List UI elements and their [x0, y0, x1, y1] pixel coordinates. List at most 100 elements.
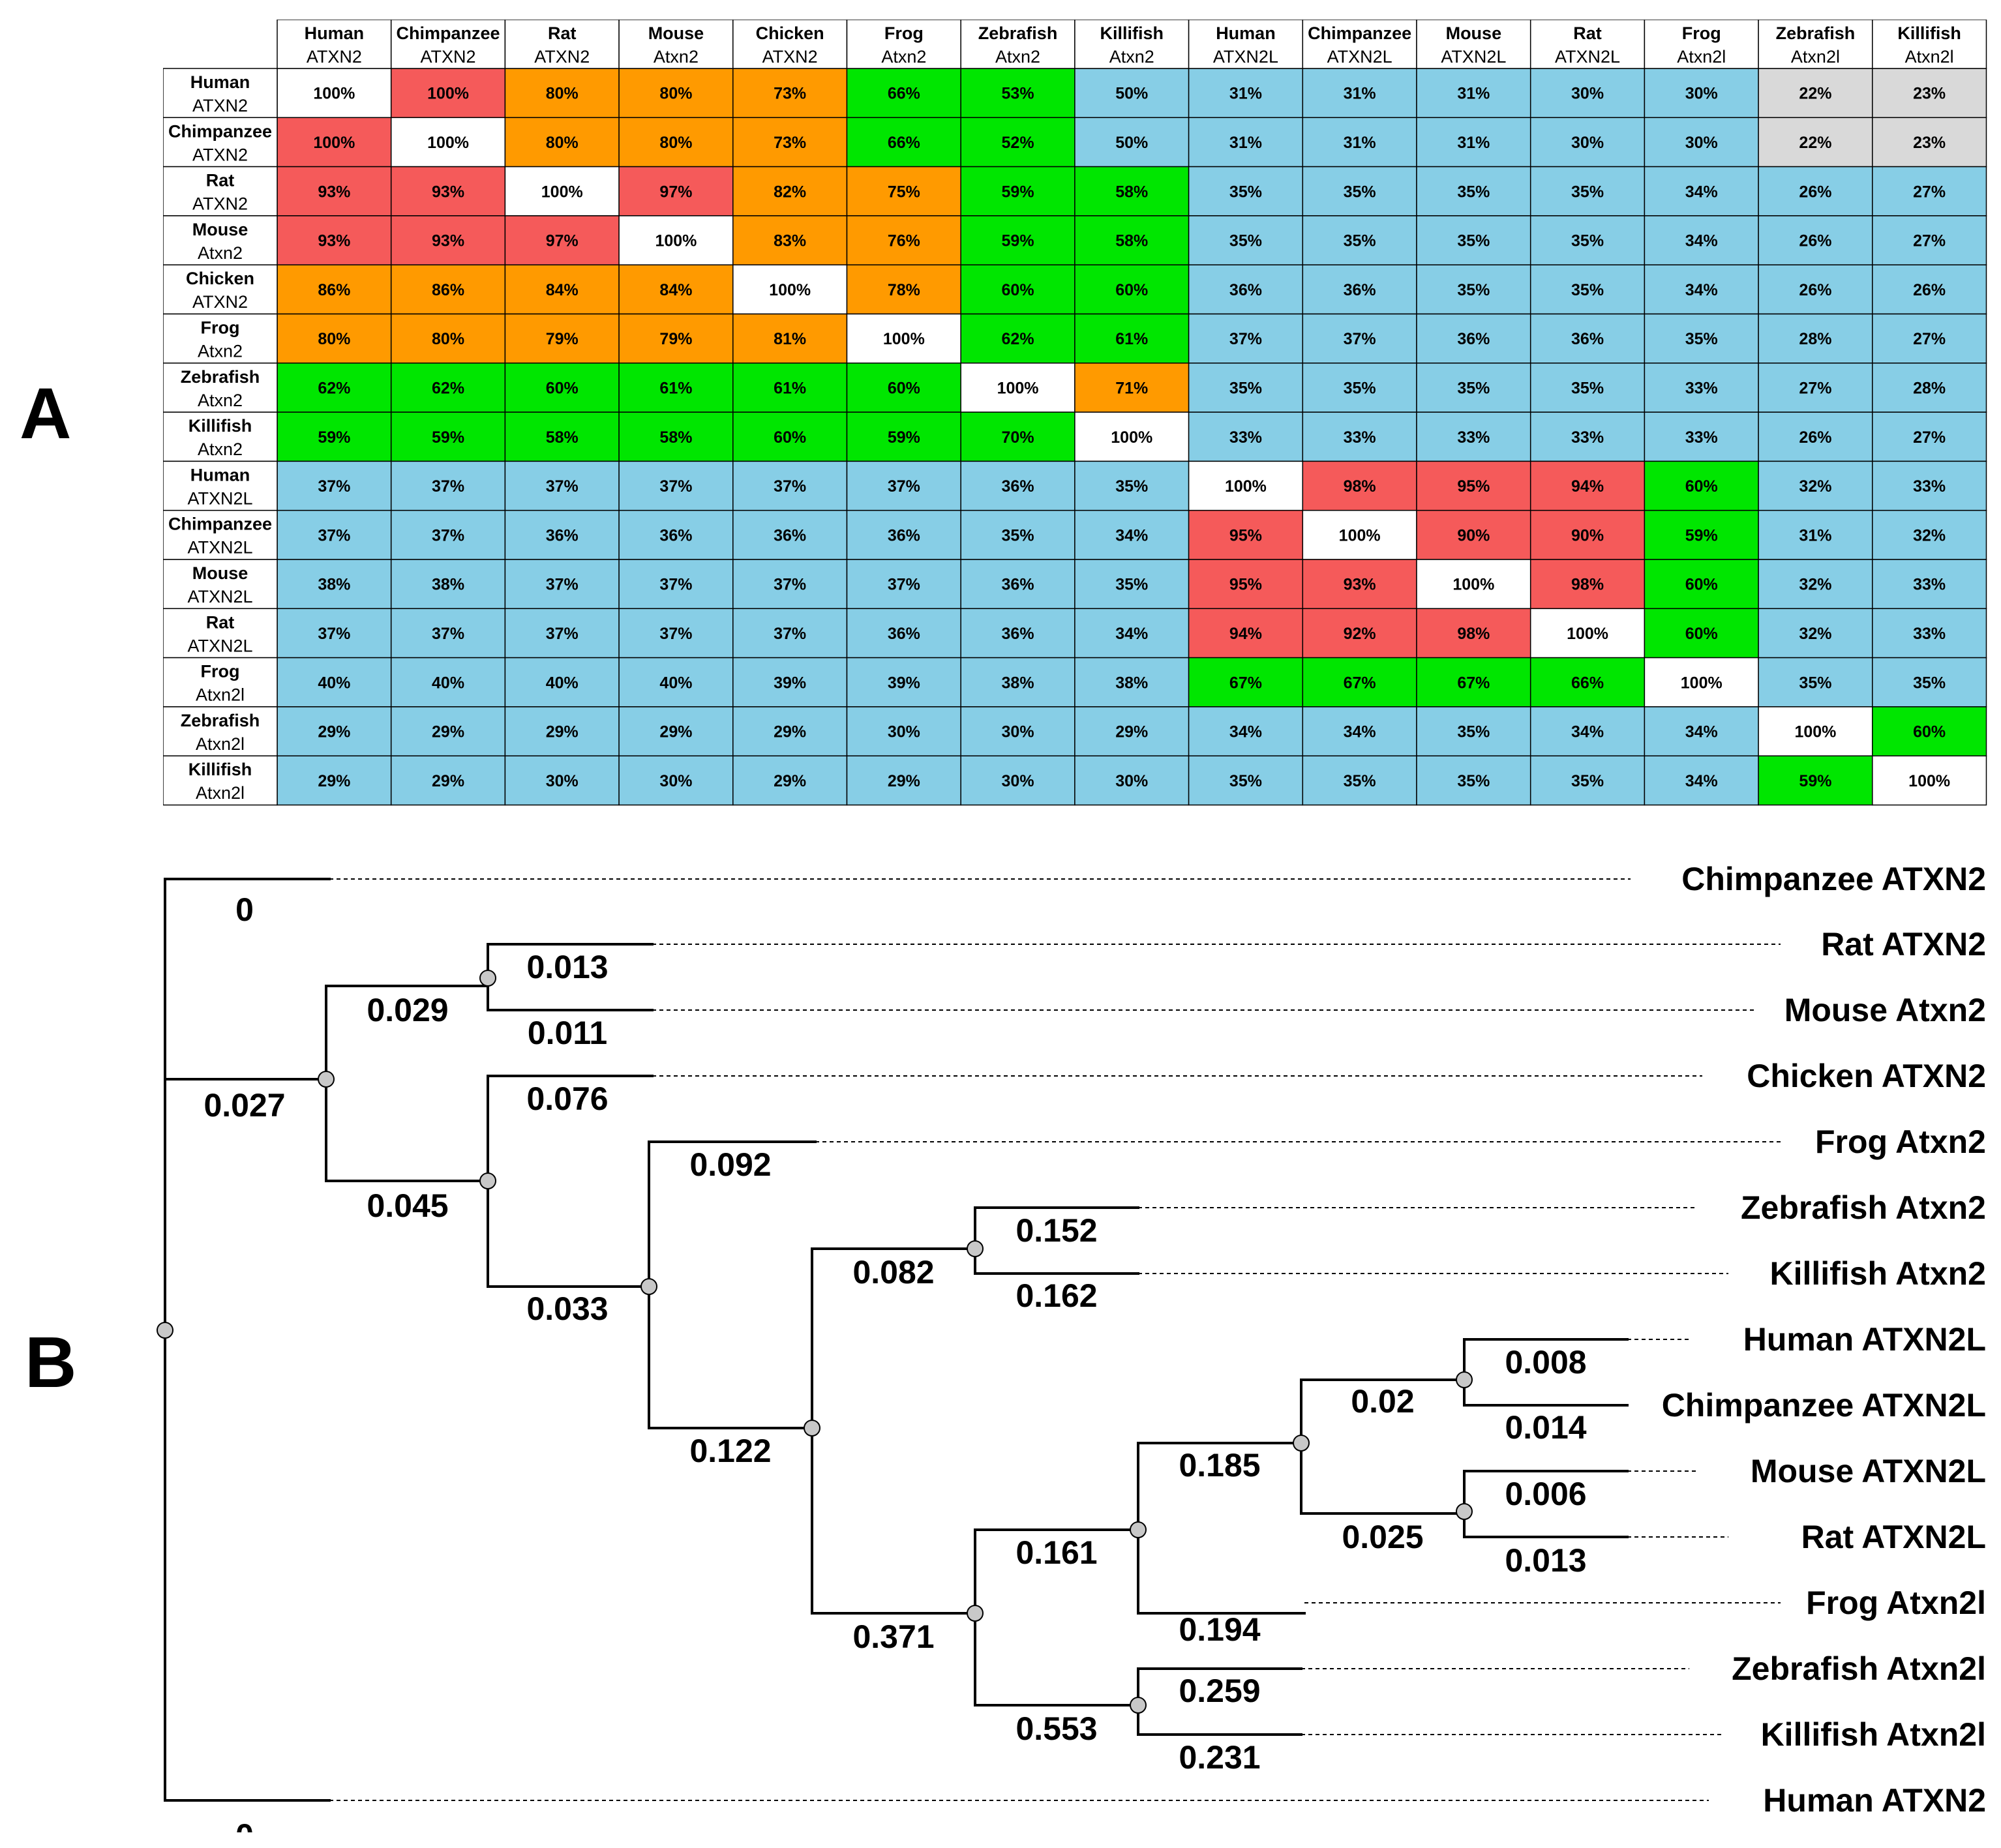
matrix-cell-value: 59%: [1002, 232, 1034, 250]
matrix-cell-value: 37%: [659, 477, 692, 496]
matrix-cell-value: 92%: [1344, 625, 1376, 643]
matrix-cell-value: 30%: [1571, 134, 1604, 152]
matrix-cell: [1529, 657, 1646, 708]
matrix-cell-value: 22%: [1799, 134, 1831, 152]
matrix-cell-value: 31%: [1457, 134, 1490, 152]
matrix-cell-value: 33%: [1229, 428, 1262, 447]
matrix-cell-value: 30%: [1685, 134, 1718, 152]
branch-length-label: 0.013: [1505, 1542, 1586, 1579]
matrix-cell: [1758, 215, 1873, 265]
matrix-cell-value: 100%: [1681, 674, 1723, 692]
matrix-cell: [1529, 68, 1646, 119]
leaf-label: Human ATXN2: [1763, 1782, 1986, 1819]
matrix-cell: [618, 215, 734, 265]
matrix-cell: [1416, 363, 1531, 413]
matrix-cell: [960, 460, 1076, 511]
row-header-gene: ATXN2: [192, 96, 248, 115]
row-header-gene: ATXN2L: [187, 636, 252, 655]
matrix-cell-value: 59%: [432, 428, 464, 447]
column-header-cell: [960, 20, 1076, 69]
matrix-cell: [1416, 608, 1531, 659]
matrix-cell-value: 100%: [655, 232, 697, 250]
matrix-cell-value: 27%: [1913, 232, 1946, 250]
matrix-cell-value: 93%: [318, 232, 350, 250]
matrix-cell: [846, 411, 961, 462]
matrix-cell-value: 76%: [888, 232, 920, 250]
matrix-cell-value: 35%: [1685, 330, 1718, 348]
matrix-cell-value: 38%: [1115, 674, 1148, 692]
matrix-cell: [390, 509, 506, 560]
column-header-species: Human: [305, 23, 365, 43]
matrix-cell: [1644, 68, 1759, 119]
matrix-cell: [390, 657, 506, 708]
matrix-cell-value: 35%: [1229, 183, 1262, 201]
matrix-cell-value: 86%: [432, 281, 464, 299]
matrix-cell: [846, 363, 961, 413]
matrix-cell-value: 86%: [318, 281, 350, 299]
matrix-cell-value: 36%: [1002, 625, 1034, 643]
matrix-cell: [390, 117, 506, 168]
matrix-cell-value: 37%: [1344, 330, 1376, 348]
column-header-species: Human: [1216, 23, 1276, 43]
matrix-cell: [1872, 363, 1987, 413]
matrix-cell: [846, 657, 961, 708]
matrix-cell: [1074, 509, 1190, 560]
matrix-cell: [960, 411, 1076, 462]
matrix-cell: [1188, 411, 1304, 462]
matrix-cell-value: 38%: [1002, 674, 1034, 692]
matrix-cell: [1529, 755, 1646, 806]
matrix-cell: [618, 706, 734, 756]
matrix-cell-value: 35%: [1344, 183, 1376, 201]
matrix-cell: [1529, 706, 1646, 756]
matrix-cell-value: 33%: [1913, 576, 1946, 594]
row-header-species: Frog: [201, 318, 240, 338]
matrix-cell-value: 36%: [774, 526, 806, 544]
matrix-cell: [618, 117, 734, 168]
matrix-cell-value: 34%: [1685, 183, 1718, 201]
matrix-cell-value: 31%: [1799, 526, 1831, 544]
matrix-cell: [1872, 68, 1987, 119]
matrix-cell-value: 94%: [1571, 477, 1604, 496]
leaf-label: Rat ATXN2: [1821, 926, 1986, 962]
column-header-gene: ATXN2L: [1213, 47, 1278, 67]
matrix-cell-value: 60%: [546, 379, 579, 397]
matrix-cell-value: 35%: [1457, 281, 1490, 299]
matrix-cell-value: 35%: [1344, 772, 1376, 790]
matrix-cell: [1644, 460, 1759, 511]
matrix-cell: [1644, 657, 1759, 708]
column-header-gene: ATXN2: [307, 47, 362, 67]
tree-node: [804, 1420, 820, 1437]
matrix-cell-value: 95%: [1457, 477, 1490, 496]
matrix-cell-value: 33%: [1913, 625, 1946, 643]
column-header-gene: ATXN2L: [1555, 47, 1620, 67]
matrix-cell: [960, 509, 1076, 560]
leaf-label: Chimpanzee ATXN2: [1681, 861, 1986, 897]
column-header-cell: [390, 20, 506, 69]
matrix-cell-value: 37%: [774, 477, 806, 496]
matrix-cell-value: 30%: [546, 772, 579, 790]
matrix-cell-value: 61%: [659, 379, 692, 397]
matrix-cell-value: 37%: [1229, 330, 1262, 348]
row-header-cell: [163, 509, 278, 560]
tree-node: [157, 1322, 173, 1339]
matrix-cell-value: 35%: [1571, 232, 1604, 250]
matrix-cell-value: 36%: [888, 625, 920, 643]
matrix-cell: [1529, 166, 1646, 216]
matrix-cell-value: 37%: [432, 526, 464, 544]
branch-length-label: 0.025: [1342, 1519, 1423, 1555]
row-header-cell: [163, 215, 278, 265]
matrix-cell-value: 100%: [1225, 477, 1267, 496]
row-header-cell: [163, 657, 278, 708]
matrix-cell-value: 29%: [318, 723, 350, 741]
branch-length-label: 0.014: [1505, 1409, 1586, 1446]
matrix-cell-value: 38%: [432, 576, 464, 594]
row-header-gene: ATXN2: [192, 292, 248, 312]
column-header-cell: [1302, 20, 1417, 69]
matrix-cell: [960, 608, 1076, 659]
matrix-cell: [960, 215, 1076, 265]
matrix-cell: [732, 117, 848, 168]
branch-length-label: 0.194: [1179, 1611, 1260, 1648]
matrix-cell-value: 38%: [318, 576, 350, 594]
column-header-species: Killifish: [1100, 23, 1164, 43]
matrix-cell-value: 37%: [318, 526, 350, 544]
